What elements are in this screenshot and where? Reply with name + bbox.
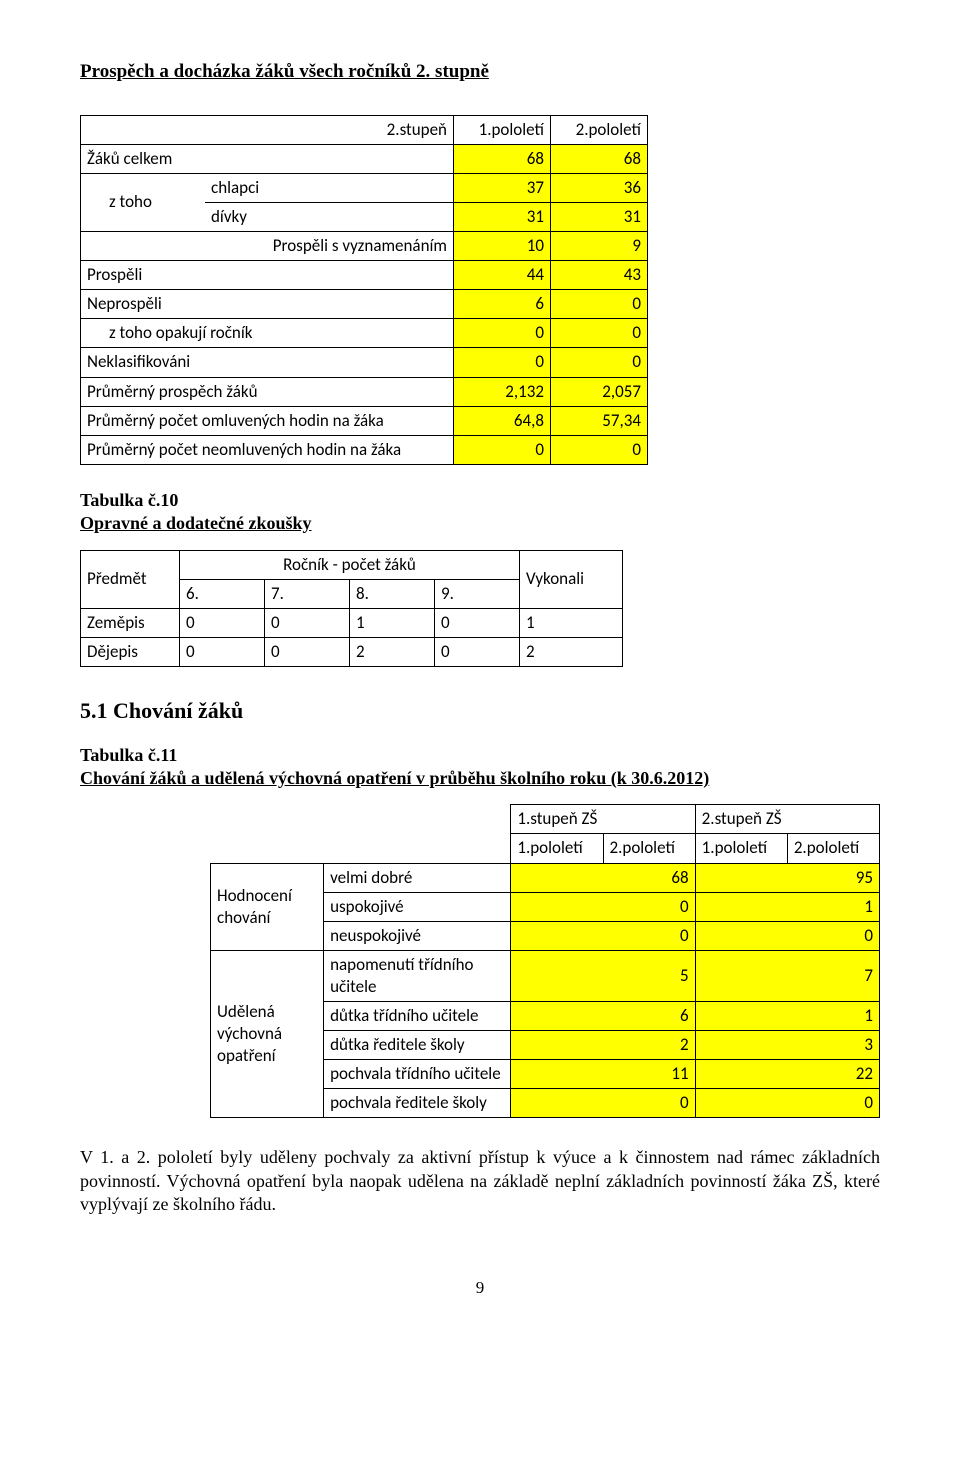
t3-r1-v1: 0 xyxy=(511,892,695,921)
table-zkousky: Předmět Ročník - počet žáků Vykonali 6. … xyxy=(80,550,623,667)
t2-r0-c6: 0 xyxy=(180,608,265,637)
t1-head-p2: 2.pololetí xyxy=(551,115,648,144)
t3-r0-v2: 95 xyxy=(695,863,879,892)
t3-r7-v2: 0 xyxy=(695,1089,879,1118)
t3-r4-v1: 6 xyxy=(511,1002,695,1031)
t1-r8-label: Průměrný prospěch žáků xyxy=(81,377,454,406)
t3-h-s1: 1.stupeň ZŠ xyxy=(511,805,695,834)
t3-r1-v2: 1 xyxy=(695,892,879,921)
t3-r5-v1: 2 xyxy=(511,1031,695,1060)
t1-r4-label: Prospěli xyxy=(81,261,454,290)
t3-r4-label: důtka třídního učitele xyxy=(324,1002,511,1031)
t1-r10-p1: 0 xyxy=(454,435,551,464)
t1-r5-p1: 6 xyxy=(454,290,551,319)
t3-r0-label: velmi dobré xyxy=(324,863,511,892)
t2-r0-vyk: 1 xyxy=(520,608,623,637)
t1-r10-p2: 0 xyxy=(551,435,648,464)
t3-h-s2: 2.stupeň ZŠ xyxy=(695,805,879,834)
t1-r5-label: Neprospěli xyxy=(81,290,454,319)
t1-r7-p2: 0 xyxy=(551,348,648,377)
t3-r2-v2: 0 xyxy=(695,921,879,950)
t3-r3-v1: 5 xyxy=(511,950,695,1001)
t2-h-rocnik: Ročník - počet žáků xyxy=(180,550,520,579)
t1-r6-label: z toho opakují ročník xyxy=(81,319,454,348)
t2-r0-c9: 0 xyxy=(435,608,520,637)
section-title-chovani: 5.1 Chování žáků xyxy=(80,697,880,726)
table-prospech: 2.stupeň 1.pololetí 2.pololetí Žáků celk… xyxy=(80,115,648,465)
t3-h-p1: 1.pololetí xyxy=(511,834,603,863)
t2-r0-name: Zeměpis xyxy=(81,608,180,637)
t3-h-p3: 1.pololetí xyxy=(695,834,787,863)
t1-r5-p2: 0 xyxy=(551,290,648,319)
t2-h-7: 7. xyxy=(265,579,350,608)
t2-r1-c8: 2 xyxy=(350,637,435,666)
t1-r0-label: Žáků celkem xyxy=(81,144,454,173)
t2-r0-c8: 1 xyxy=(350,608,435,637)
t2-h-8: 8. xyxy=(350,579,435,608)
t2-r1-name: Dějepis xyxy=(81,637,180,666)
t3-r0-v1: 68 xyxy=(511,863,695,892)
t1-r8-p1: 2,132 xyxy=(454,377,551,406)
t3-r2-v1: 0 xyxy=(511,921,695,950)
section-title-prospech: Prospěch a docházka žáků všech ročníků 2… xyxy=(80,60,880,85)
t3-g1: Hodnocení chování xyxy=(211,863,324,950)
t2-r0-c7: 0 xyxy=(265,608,350,637)
t1-r7-label: Neklasifikováni xyxy=(81,348,454,377)
t3-g2: Udělená výchovná opatření xyxy=(211,950,324,1118)
t2-h-predmet: Předmět xyxy=(81,550,180,608)
t3-r4-v2: 1 xyxy=(695,1002,879,1031)
t3-r6-label: pochvala třídního učitele xyxy=(324,1060,511,1089)
table3-number: Tabulka č.11 xyxy=(80,744,880,767)
t3-r6-v2: 22 xyxy=(695,1060,879,1089)
t1-r3-p1: 10 xyxy=(454,232,551,261)
t2-r1-c6: 0 xyxy=(180,637,265,666)
t3-r1-label: uspokojivé xyxy=(324,892,511,921)
page-number: 9 xyxy=(80,1277,880,1299)
t3-r3-label: napomenutí třídního učitele xyxy=(324,950,511,1001)
t1-r1-label: chlapci xyxy=(205,173,454,202)
t2-h-vyk: Vykonali xyxy=(520,550,623,608)
t1-r6-p2: 0 xyxy=(551,319,648,348)
t1-r1-p1: 37 xyxy=(454,173,551,202)
table3-title: Chování žáků a udělená výchovná opatření… xyxy=(80,767,880,790)
t3-h-p4: 2.pololetí xyxy=(787,834,879,863)
t1-r10-label: Průměrný počet neomluvených hodin na žák… xyxy=(81,435,454,464)
table-chovani-head: 1.stupeň ZŠ 2.stupeň ZŠ 1.pololetí 2.pol… xyxy=(210,804,880,1118)
t1-r2-p1: 31 xyxy=(454,202,551,231)
t1-r4-p2: 43 xyxy=(551,261,648,290)
table2-title: Opravné a dodatečné zkoušky xyxy=(80,512,880,535)
table2-number: Tabulka č.10 xyxy=(80,489,880,512)
t3-r7-v1: 0 xyxy=(511,1089,695,1118)
t1-r2-label: dívky xyxy=(205,202,454,231)
t1-r3-label: Prospěli s vyznamenáním xyxy=(81,232,454,261)
body-paragraph: V 1. a 2. pololetí byly uděleny pochvaly… xyxy=(80,1146,880,1216)
t2-h-9: 9. xyxy=(435,579,520,608)
t1-head-stage: 2.stupeň xyxy=(81,115,454,144)
t1-r7-p1: 0 xyxy=(454,348,551,377)
t1-r1-p2: 36 xyxy=(551,173,648,202)
t1-r6-p1: 0 xyxy=(454,319,551,348)
t2-r1-c7: 0 xyxy=(265,637,350,666)
t1-r4-p1: 44 xyxy=(454,261,551,290)
t1-r0-p2: 68 xyxy=(551,144,648,173)
t1-ztoho: z toho xyxy=(81,173,206,231)
t1-r3-p2: 9 xyxy=(551,232,648,261)
t1-r2-p2: 31 xyxy=(551,202,648,231)
t3-r5-v2: 3 xyxy=(695,1031,879,1060)
t2-h-6: 6. xyxy=(180,579,265,608)
t2-r1-c9: 0 xyxy=(435,637,520,666)
t1-r9-p1: 64,8 xyxy=(454,406,551,435)
t1-r0-p1: 68 xyxy=(454,144,551,173)
t3-r3-v2: 7 xyxy=(695,950,879,1001)
t1-head-p1: 1.pololetí xyxy=(454,115,551,144)
t3-r7-label: pochvala ředitele školy xyxy=(324,1089,511,1118)
t1-r9-label: Průměrný počet omluvených hodin na žáka xyxy=(81,406,454,435)
t2-r1-vyk: 2 xyxy=(520,637,623,666)
t3-h-p2: 2.pololetí xyxy=(603,834,695,863)
t3-r6-v1: 11 xyxy=(511,1060,695,1089)
t3-r5-label: důtka ředitele školy xyxy=(324,1031,511,1060)
t3-r2-label: neuspokojivé xyxy=(324,921,511,950)
t1-r8-p2: 2,057 xyxy=(551,377,648,406)
t1-r9-p2: 57,34 xyxy=(551,406,648,435)
